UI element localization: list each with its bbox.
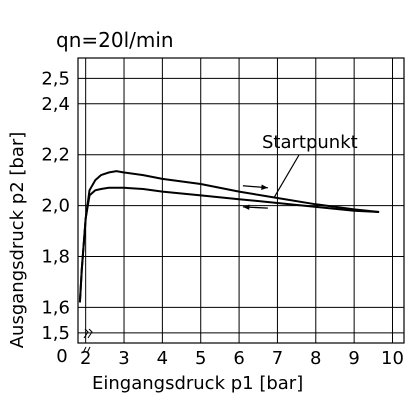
y-tick-label: 2,5 bbox=[41, 68, 70, 89]
x-tick-label: 10 bbox=[381, 348, 404, 369]
y-tick-label: 2,2 bbox=[41, 145, 70, 166]
y-tick-label: 2,0 bbox=[41, 196, 70, 217]
x-tick-label: 9 bbox=[348, 348, 359, 369]
y-tick-label: 2,4 bbox=[41, 94, 70, 115]
arrow-rising-head bbox=[261, 184, 268, 190]
grid bbox=[77, 57, 405, 354]
x-tick-label: 2 bbox=[80, 348, 91, 369]
origin-label: 0 bbox=[56, 346, 67, 367]
x-tick-label: 3 bbox=[118, 348, 129, 369]
y-axis-label: Ausgangsdruck p2 [bar] bbox=[7, 132, 28, 349]
y-tick-label: 1,6 bbox=[41, 297, 70, 318]
x-tick-label: 7 bbox=[272, 348, 283, 369]
axis-break-x bbox=[82, 346, 91, 354]
annotation-leader bbox=[273, 154, 300, 198]
x-axis-label: Eingangsdruck p1 [bar] bbox=[92, 373, 303, 394]
x-tick-label: 6 bbox=[233, 348, 244, 369]
y-tick-label: 1,8 bbox=[41, 246, 70, 267]
plot-frame bbox=[77, 57, 405, 344]
chart-title: qn=20l/min bbox=[56, 28, 174, 52]
x-tick-label: 4 bbox=[157, 348, 168, 369]
arrow-falling-head bbox=[242, 204, 250, 210]
series-line-rising bbox=[78, 170, 380, 303]
curves bbox=[78, 170, 380, 303]
x-tick-label: 5 bbox=[195, 348, 206, 369]
y-tick-label: 1,5 bbox=[41, 323, 70, 344]
axis-break-y bbox=[83, 328, 93, 339]
series-line-falling bbox=[78, 186, 380, 303]
tick-labels: 2 3 4 5 6 7 8 9 10 1,5 1,6 1,8 2,0 2,2 2,4 2,5 0 bbox=[41, 68, 404, 369]
x-tick-label: 8 bbox=[310, 348, 321, 369]
annotation-startpunkt: Startpunkt bbox=[262, 132, 358, 153]
annotations: Startpunkt bbox=[242, 132, 358, 210]
